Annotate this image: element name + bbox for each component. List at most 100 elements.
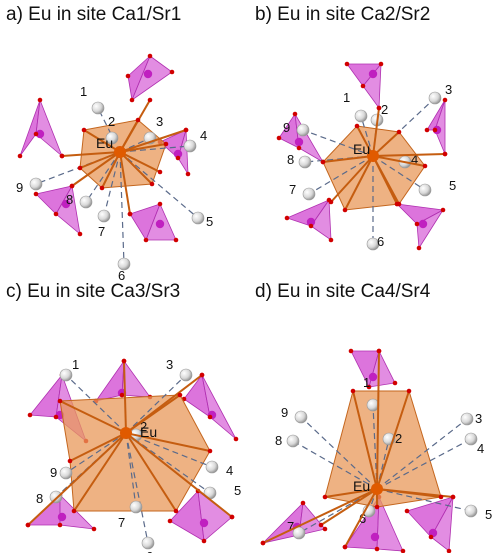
- oxygen-atom: [201, 538, 207, 544]
- oxygen-atom: [17, 153, 23, 159]
- eu-o-bond: [83, 129, 121, 153]
- oxygen-atom: [33, 191, 39, 197]
- dashed-contact-line: [308, 155, 374, 195]
- tetrahedron-face: [201, 374, 237, 440]
- ligand-atom: [191, 211, 205, 225]
- oxygen-atom: [432, 127, 438, 133]
- oxygen-atom: [406, 388, 412, 394]
- site-label: 2: [381, 102, 388, 117]
- oxygen-atom: [374, 504, 380, 510]
- oxygen-atom: [173, 237, 179, 243]
- eu-label: Eu: [353, 141, 370, 157]
- oxygen-atom: [77, 165, 83, 171]
- site-label: 2: [140, 419, 147, 434]
- ligand-atom: [183, 139, 197, 153]
- oxygen-atom: [296, 145, 302, 151]
- eu-o-bond: [123, 360, 127, 434]
- dashed-contact-line: [125, 432, 137, 508]
- cation-atom: [143, 69, 153, 79]
- oxygen-atom: [69, 183, 75, 189]
- oxygen-atom: [129, 97, 135, 103]
- oxygen-atom: [322, 494, 328, 500]
- oxygen-atom: [121, 358, 127, 364]
- cation-atom: [61, 199, 71, 209]
- cation-atom: [306, 217, 316, 227]
- coordination-polyhedron: [322, 125, 426, 211]
- site-label: 7: [98, 224, 105, 239]
- oxygen-atom: [149, 181, 155, 187]
- oxygen-atom: [400, 548, 406, 553]
- dashed-contact-line: [119, 151, 199, 219]
- eu-o-bond: [71, 151, 121, 187]
- oxygen-atom: [348, 348, 354, 354]
- oxygen-atom: [350, 388, 356, 394]
- dashed-contact-line: [372, 155, 426, 191]
- oxygen-atom: [360, 83, 366, 89]
- tetrahedron-face: [430, 496, 454, 552]
- cation-atom: [155, 219, 165, 229]
- oxygen-atom: [404, 508, 410, 514]
- eu-o-bond: [119, 143, 167, 153]
- panel-a: a) Eu in site Ca1/Sr1 1 2 3 4 5 6 7 8 9 Eu: [0, 0, 248, 283]
- eu-o-bond: [61, 151, 121, 157]
- oxygen-atom: [322, 526, 328, 532]
- oxygen-atom: [374, 546, 380, 552]
- eu-label: Eu: [96, 135, 113, 151]
- oxygen-atom: [442, 97, 448, 103]
- site-label: 8: [275, 433, 282, 448]
- structure-diagram: 1 2 3 4 5 6 7 8 9 Eu: [276, 61, 456, 251]
- eu-o-bond: [27, 432, 127, 526]
- oxygen-atom: [157, 201, 163, 207]
- eu-o-bond: [372, 155, 398, 205]
- oxygen-atom: [147, 97, 153, 103]
- dashed-contact-line: [125, 432, 149, 544]
- cation-atom: [370, 532, 380, 542]
- ligand-atom: [79, 195, 93, 209]
- eu-o-bond: [372, 155, 426, 167]
- oxygen-atom: [320, 159, 326, 165]
- eu-o-bond: [119, 151, 153, 185]
- oxygen-atom: [167, 518, 173, 524]
- eu-o-bond: [262, 488, 378, 544]
- structure-diagram: 1 2 3 4 5 6 7 8 9 Eu: [16, 53, 213, 283]
- oxygen-atom: [414, 221, 420, 227]
- structure-diagram: 1 2 3 4 5 6 7 8 9 Eu: [260, 348, 492, 553]
- cation-atom: [368, 69, 378, 79]
- dashed-contact-line: [292, 440, 378, 490]
- oxygen-atom: [446, 548, 452, 553]
- oxygen-atom: [428, 534, 434, 540]
- ligand-atom: [460, 412, 474, 426]
- eu-o-bond: [372, 107, 380, 157]
- site-label: 5: [206, 214, 213, 229]
- ligand-atom: [354, 109, 368, 123]
- oxygen-atom: [416, 245, 422, 251]
- eu-o-bond: [125, 432, 233, 518]
- eu-label: Eu: [353, 478, 370, 494]
- site-label: 2: [395, 431, 402, 446]
- site-label: 2: [108, 114, 115, 129]
- site-label: 6: [118, 268, 125, 283]
- cation-atom: [368, 372, 378, 382]
- oxygen-atom: [233, 436, 239, 442]
- cation-atom: [35, 129, 45, 139]
- ligand-atom: [105, 131, 119, 145]
- oxygen-atom: [366, 384, 372, 390]
- eu-atom: [120, 427, 132, 439]
- oxygen-atom: [424, 127, 430, 133]
- oxygen-atom: [276, 135, 282, 141]
- cation-atom: [57, 512, 67, 522]
- eu-atom: [114, 146, 126, 158]
- ligand-atom: [294, 410, 308, 424]
- panel-d: d) Eu in site Ca4/Sr4 1 2 3 4 5 6 7 8 9 Eu: [249, 277, 497, 553]
- eu-o-bond: [376, 350, 380, 490]
- tetrahedron-face: [59, 494, 96, 530]
- tetrahedron-face: [121, 359, 151, 398]
- eu-o-bond: [73, 432, 127, 512]
- site-label: 8: [66, 192, 73, 207]
- site-label: 9: [281, 405, 288, 420]
- oxygen-atom: [119, 392, 125, 398]
- eu-o-bond: [344, 155, 374, 211]
- oxygen-atom: [229, 514, 235, 520]
- site-label: 1: [363, 375, 370, 390]
- oxygen-atom: [33, 131, 39, 137]
